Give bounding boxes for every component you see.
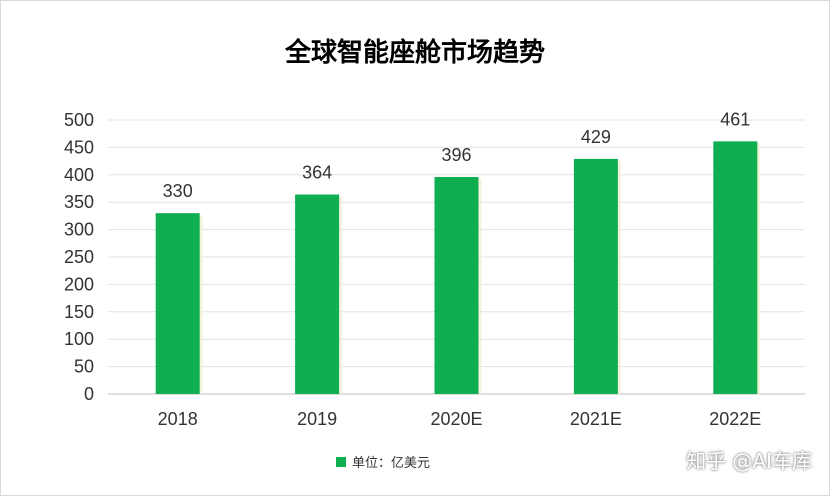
- bars: [155, 141, 761, 394]
- y-tick-label: 500: [64, 110, 94, 130]
- y-tick-label: 350: [64, 192, 94, 212]
- x-axis-labels: 2018 2019 2020E 2021E 2022E: [158, 409, 762, 429]
- y-tick-label: 450: [64, 137, 94, 157]
- data-labels: 330 364 396 429 461: [163, 109, 751, 201]
- bar: [434, 176, 479, 394]
- y-tick-label: 100: [64, 329, 94, 349]
- y-axis-ticks: 0 50 100 150 200 250 300 350 400 450 500: [64, 110, 94, 404]
- data-label: 364: [302, 163, 332, 183]
- bar: [155, 213, 200, 394]
- x-tick-label: 2021E: [570, 409, 622, 429]
- y-tick-label: 300: [64, 220, 94, 240]
- chart-title: 全球智能座舱市场趋势: [284, 38, 545, 68]
- bar: [295, 194, 340, 394]
- data-label: 396: [441, 145, 471, 165]
- y-tick-label: 400: [64, 165, 94, 185]
- data-label: 429: [581, 127, 611, 147]
- legend-label: 单位：亿美元: [352, 456, 431, 471]
- data-label: 330: [163, 181, 193, 201]
- y-tick-label: 150: [64, 302, 94, 322]
- y-tick-label: 0: [84, 384, 94, 404]
- data-label: 461: [720, 109, 750, 129]
- watermark: 知乎 @AI车库: [686, 449, 812, 473]
- x-tick-label: 2019: [297, 409, 337, 429]
- y-tick-label: 200: [64, 274, 94, 294]
- legend: 单位：亿美元: [336, 452, 430, 471]
- bar: [713, 141, 758, 394]
- x-tick-label: 2020E: [430, 409, 482, 429]
- x-tick-label: 2022E: [709, 409, 761, 429]
- bar: [573, 158, 618, 394]
- y-tick-label: 250: [64, 247, 94, 267]
- x-tick-label: 2018: [158, 409, 198, 429]
- y-tick-label: 50: [74, 357, 94, 377]
- legend-swatch: [336, 456, 346, 467]
